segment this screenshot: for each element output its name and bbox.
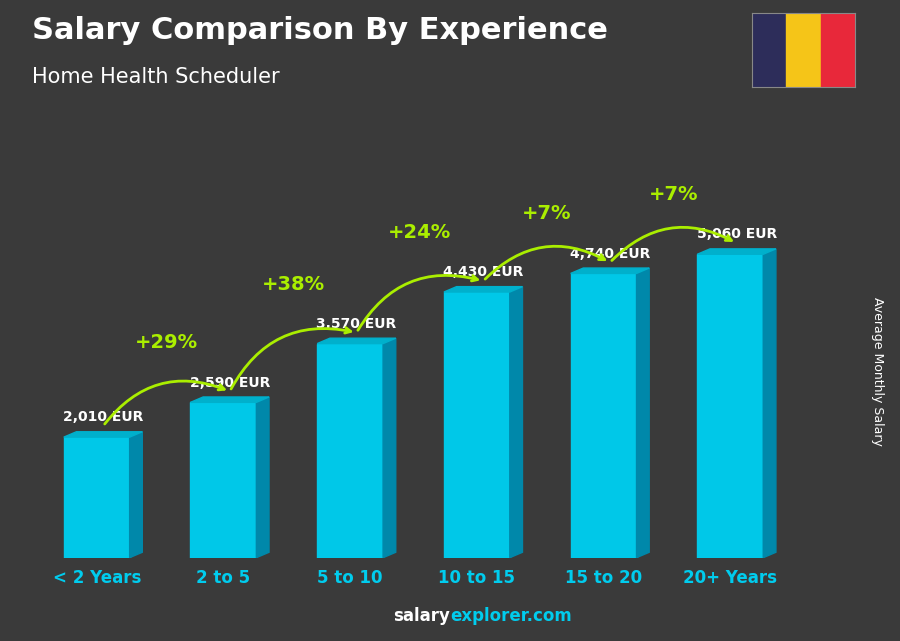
Polygon shape xyxy=(191,397,269,403)
Polygon shape xyxy=(698,249,776,254)
Bar xyxy=(191,403,256,558)
Polygon shape xyxy=(64,432,142,437)
Polygon shape xyxy=(636,268,649,558)
Bar xyxy=(444,292,509,558)
Polygon shape xyxy=(256,397,269,558)
Text: +29%: +29% xyxy=(135,333,198,353)
Bar xyxy=(786,13,821,87)
Polygon shape xyxy=(571,268,649,274)
Text: Average Monthly Salary: Average Monthly Salary xyxy=(871,297,884,446)
Text: +38%: +38% xyxy=(262,274,325,294)
Text: Salary Comparison By Experience: Salary Comparison By Experience xyxy=(32,16,608,45)
Bar xyxy=(64,437,130,558)
Bar xyxy=(698,254,763,558)
Text: 4,430 EUR: 4,430 EUR xyxy=(443,265,524,279)
Bar xyxy=(317,344,383,558)
Polygon shape xyxy=(383,338,396,558)
Polygon shape xyxy=(763,249,776,558)
Polygon shape xyxy=(130,432,142,558)
Text: salary: salary xyxy=(393,607,450,625)
Polygon shape xyxy=(317,338,396,344)
Bar xyxy=(752,13,786,87)
Text: +7%: +7% xyxy=(649,185,698,204)
Text: +7%: +7% xyxy=(522,204,572,224)
Polygon shape xyxy=(509,287,523,558)
Bar xyxy=(821,13,855,87)
Text: 5,060 EUR: 5,060 EUR xyxy=(697,228,777,242)
Polygon shape xyxy=(444,287,523,292)
Bar xyxy=(571,274,636,558)
Text: explorer.com: explorer.com xyxy=(450,607,572,625)
Text: 4,740 EUR: 4,740 EUR xyxy=(570,247,650,261)
Text: 2,010 EUR: 2,010 EUR xyxy=(63,410,143,424)
Text: 2,590 EUR: 2,590 EUR xyxy=(190,376,270,390)
Text: +24%: +24% xyxy=(388,223,452,242)
Text: 3,570 EUR: 3,570 EUR xyxy=(316,317,397,331)
Text: Home Health Scheduler: Home Health Scheduler xyxy=(32,67,279,87)
